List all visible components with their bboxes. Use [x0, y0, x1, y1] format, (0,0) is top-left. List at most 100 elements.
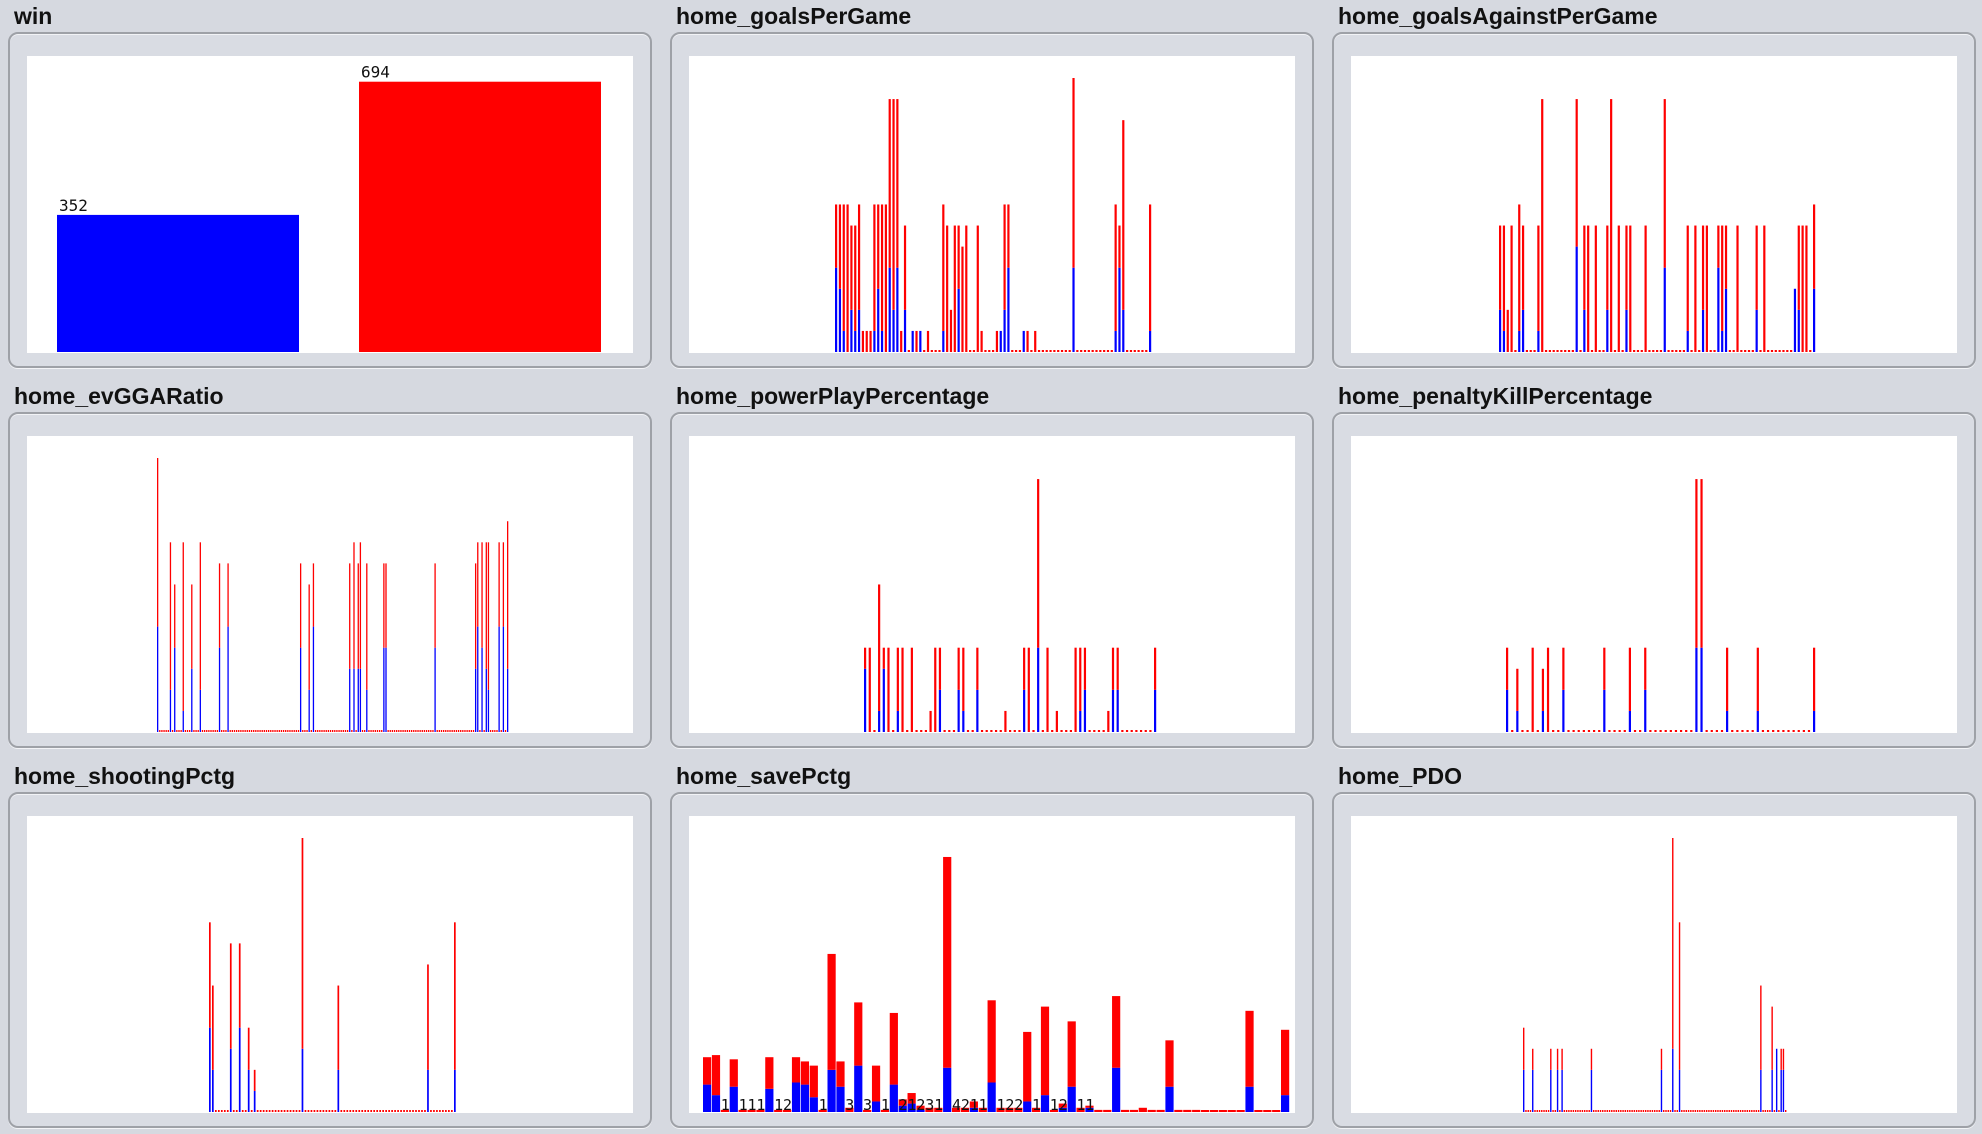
bin-78	[1797, 225, 1800, 352]
bin-34	[1005, 1107, 1014, 1112]
bin-21	[889, 1012, 898, 1112]
bin-49	[355, 1110, 358, 1112]
bin-52	[267, 730, 270, 732]
bar-empty	[1640, 350, 1643, 352]
bar-red	[1532, 1048, 1534, 1070]
bin-62	[1736, 225, 1739, 352]
bar-red	[1763, 225, 1766, 352]
plot-area	[1351, 816, 1957, 1113]
bin-46	[1112, 996, 1121, 1112]
bar-empty	[1051, 730, 1054, 732]
bar-empty	[370, 1110, 373, 1112]
bar-empty	[1618, 730, 1621, 732]
bar-empty	[398, 730, 400, 732]
bar-blue	[943, 1067, 952, 1112]
bar-red	[877, 204, 880, 289]
data-label: 1	[739, 1096, 748, 1113]
bin-7	[765, 1057, 774, 1112]
bar-empty	[1135, 730, 1138, 732]
bin-11	[800, 1061, 810, 1112]
bar-blue	[434, 647, 436, 732]
bin-44	[1622, 1110, 1624, 1112]
plot-area	[1351, 436, 1957, 733]
bar-empty	[1592, 730, 1596, 732]
bar-empty	[1748, 1110, 1751, 1112]
bar-empty	[1751, 730, 1754, 732]
bar-empty	[1715, 730, 1718, 732]
bar-empty	[1742, 1110, 1744, 1112]
bin-81	[1809, 350, 1812, 352]
bin-50	[358, 1110, 361, 1112]
bin-56	[376, 1110, 379, 1112]
bar-empty	[415, 730, 417, 732]
bar-red	[865, 330, 868, 352]
bar-blue	[209, 1027, 211, 1112]
data-label: 1	[747, 1096, 756, 1113]
bin-46	[255, 730, 257, 732]
bar-empty	[1647, 1110, 1649, 1112]
bar-red	[1116, 647, 1119, 690]
bin-19	[952, 730, 956, 732]
bar-blue	[1561, 1069, 1563, 1112]
bar-blue	[1695, 647, 1698, 732]
bar-red	[1550, 1048, 1552, 1070]
bar-blue	[898, 1105, 907, 1112]
bin-70	[1767, 350, 1770, 352]
bin-22	[898, 1099, 907, 1112]
bar-blue	[169, 689, 172, 732]
bar-blue	[911, 330, 914, 352]
bin-29	[999, 730, 1002, 732]
bin-49	[1138, 1107, 1147, 1112]
bin-61	[1149, 730, 1152, 732]
bin-44	[250, 730, 253, 732]
bin-48	[1631, 1110, 1633, 1112]
bin-74	[314, 730, 317, 732]
bar-empty	[445, 730, 447, 732]
bin-11	[241, 1110, 244, 1112]
bar-empty	[984, 350, 987, 352]
bar-empty	[1638, 1110, 1640, 1112]
bin-73	[1114, 204, 1117, 352]
data-label: 4	[952, 1096, 961, 1113]
bar-red	[169, 542, 172, 690]
bar-empty	[943, 730, 946, 732]
bin-150	[477, 542, 479, 732]
bar-red	[1058, 1103, 1067, 1108]
bar-empty	[906, 730, 909, 732]
bin-157	[492, 730, 494, 732]
bar-empty	[1604, 1110, 1606, 1112]
bar-red	[1034, 330, 1037, 352]
bar-empty	[163, 730, 165, 732]
bar-empty	[400, 1110, 402, 1112]
bin-47	[1629, 1110, 1631, 1112]
bar-blue	[1023, 1101, 1032, 1112]
bar-empty	[1675, 350, 1678, 352]
bar-red	[882, 647, 885, 669]
bar-blue	[1518, 330, 1521, 352]
bar-red	[951, 1107, 961, 1112]
bar-empty	[208, 730, 210, 732]
bar-empty	[381, 730, 383, 732]
bar-empty	[1065, 730, 1068, 732]
bin-96	[1739, 1110, 1742, 1112]
bar-empty	[1636, 350, 1640, 352]
bar-red	[1782, 1048, 1785, 1070]
bin-76	[1694, 1110, 1697, 1112]
bar-red	[1594, 225, 1597, 352]
bar-empty	[259, 1110, 262, 1112]
bar-empty	[328, 1110, 331, 1112]
bar-empty	[479, 730, 481, 732]
bar-empty	[1141, 350, 1144, 352]
bar-empty	[1032, 730, 1035, 732]
bin-21	[962, 647, 965, 732]
bin-73	[1778, 350, 1781, 352]
bin-29	[1654, 730, 1657, 732]
bar-empty	[231, 730, 233, 732]
bin-52	[1034, 330, 1037, 352]
bar-empty	[1744, 1110, 1746, 1112]
bar-red	[845, 1107, 854, 1112]
bar-blue	[299, 647, 302, 732]
bar-red	[976, 225, 979, 352]
bar-red	[477, 542, 479, 627]
bar-red	[227, 563, 229, 627]
